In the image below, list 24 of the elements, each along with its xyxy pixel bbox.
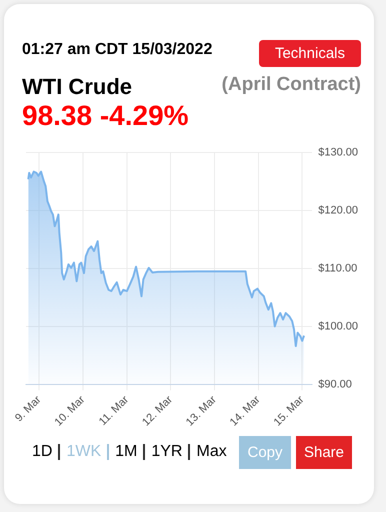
x-tick-label: 9. Mar [12, 394, 44, 424]
text: 98.38 -4.29% [22, 100, 189, 132]
text: Max [196, 443, 228, 460]
x-tick-label: 14. Mar [228, 394, 263, 429]
text: 1YR [151, 443, 190, 460]
text: 1D [32, 443, 60, 460]
text: Copy [239, 436, 291, 469]
chart-title: WTI Crude [22, 74, 132, 100]
text: Technicals [259, 40, 361, 67]
text: Share [296, 436, 352, 469]
x-tick-label: 13. Mar [184, 394, 220, 429]
text: 1WK [66, 443, 110, 460]
x-tick-label: 15. Mar [272, 394, 307, 429]
y-tick-label: $100.00 [318, 320, 358, 332]
y-tick-label: $120.00 [318, 204, 358, 217]
x-tick-label: 12. Mar [140, 394, 176, 429]
x-tick-label: 10. Mar [52, 394, 88, 429]
y-tick-label: $110.00 [318, 262, 358, 274]
chart-subtitle: (April Contract) [222, 74, 361, 96]
text: 01:27 am CDT 15/03/2022 [22, 41, 212, 59]
text: 1M [115, 443, 146, 460]
y-tick-label: $130.00 [318, 146, 358, 159]
x-tick-label: 11. Mar [96, 394, 132, 428]
y-tick-label: $90.00 [318, 378, 352, 390]
